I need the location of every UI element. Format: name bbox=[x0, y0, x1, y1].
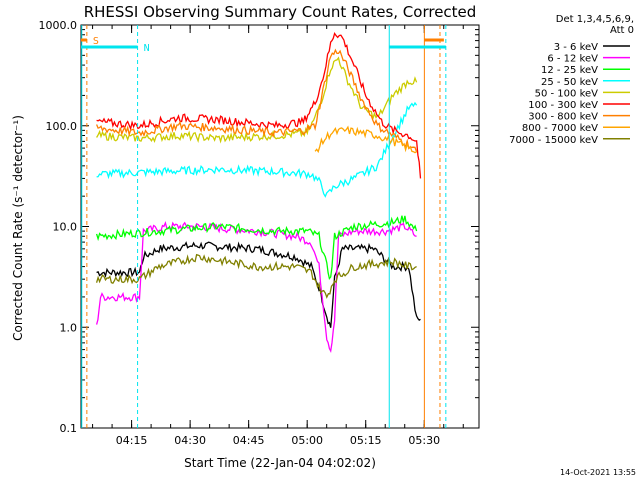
y-tick-label: 10.0 bbox=[53, 221, 78, 234]
x-tick-label: 04:30 bbox=[174, 434, 206, 447]
x-tick-label: 05:30 bbox=[408, 434, 440, 447]
night-label: N bbox=[144, 43, 150, 54]
x-tick-label: 05:15 bbox=[350, 434, 382, 447]
legend-entry-label: 100 - 300 keV bbox=[528, 100, 598, 111]
series-line bbox=[96, 241, 421, 328]
series-line bbox=[95, 215, 418, 280]
series-line bbox=[96, 56, 418, 144]
y-tick-label: 100.0 bbox=[46, 120, 78, 133]
series-line bbox=[314, 125, 417, 154]
plot-frame bbox=[80, 24, 480, 429]
series-lines bbox=[95, 32, 422, 354]
series-line bbox=[95, 253, 417, 299]
legend-entry-label: 12 - 25 keV bbox=[541, 65, 598, 76]
series-line bbox=[96, 101, 418, 198]
x-tick-label: 05:00 bbox=[291, 434, 323, 447]
legend-entry-label: 6 - 12 keV bbox=[547, 54, 598, 65]
x-tick-label: 04:15 bbox=[116, 434, 148, 447]
y-axis-label: Corrected Count Rate (s⁻¹ detector⁻¹) bbox=[11, 115, 25, 341]
region-markers: SN bbox=[81, 25, 447, 428]
y-tick-label: 1000.0 bbox=[39, 19, 78, 32]
legend-entry-label: 25 - 50 keV bbox=[541, 77, 598, 88]
x-axis-label: Start Time (22-Jan-04 04:02:02) bbox=[184, 456, 376, 470]
timestamp: 14-Oct-2021 13:55 bbox=[560, 468, 636, 477]
y-tick-label: 1.0 bbox=[60, 321, 78, 334]
legend-entry-label: 50 - 100 keV bbox=[535, 88, 599, 99]
legend-entry-label: 300 - 800 keV bbox=[528, 112, 598, 123]
legend-entry-label: 800 - 7000 keV bbox=[522, 123, 598, 134]
legend-header-line: Det 1,3,4,5,6,9, bbox=[556, 14, 634, 25]
series-line bbox=[96, 48, 418, 153]
series-line bbox=[95, 221, 417, 354]
series-line bbox=[96, 32, 422, 179]
legend-entry-label: 7000 - 15000 keV bbox=[509, 135, 598, 146]
x-tick-label: 04:45 bbox=[233, 434, 265, 447]
chart-title: RHESSI Observing Summary Count Rates, Co… bbox=[84, 3, 477, 21]
legend-entry-label: 3 - 6 keV bbox=[554, 42, 598, 53]
y-tick-label: 0.1 bbox=[60, 422, 78, 435]
axis-ticks: 0.1 1.0 10.0 100.0 1000.0 04:15 04:30 04:45 05:0… bbox=[39, 19, 479, 447]
saa-label: S bbox=[93, 36, 99, 47]
legend-header-line: Att 0 bbox=[610, 25, 634, 36]
